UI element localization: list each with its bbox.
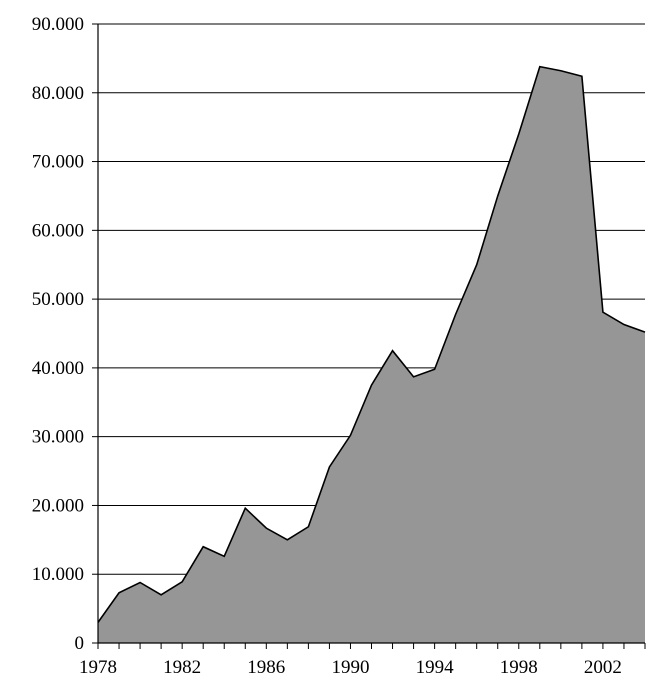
x-tick-label: 1982: [163, 657, 201, 678]
y-tick-label: 80.000: [32, 83, 84, 104]
y-tick-label: 0: [75, 633, 85, 654]
y-tick-label: 70.000: [32, 152, 84, 173]
x-tick-label: 1998: [500, 657, 538, 678]
x-tick-label: 1978: [79, 657, 117, 678]
area-layer: [98, 67, 645, 643]
y-tick-label: 60.000: [32, 220, 84, 241]
y-tick-label: 90.000: [32, 14, 84, 35]
y-tick-label: 30.000: [32, 427, 84, 448]
y-tick-label: 10.000: [32, 564, 84, 585]
x-tick-labels: 1978 1982 1986 1990 1994 1998 2002: [79, 657, 622, 678]
y-tick-label: 20.000: [32, 495, 84, 516]
x-tick-label: 1994: [416, 657, 455, 678]
y-tick-labels: 0 10.000 20.000 30.000 40.000 50.000 60.000 70.…: [32, 14, 84, 654]
area-fill: [98, 67, 645, 643]
x-tick-label: 1986: [247, 657, 285, 678]
y-tick-label: 40.000: [32, 358, 84, 379]
y-tick-label: 50.000: [32, 289, 84, 310]
x-tick-label: 1990: [331, 657, 369, 678]
x-tick-label: 2002: [584, 657, 622, 678]
